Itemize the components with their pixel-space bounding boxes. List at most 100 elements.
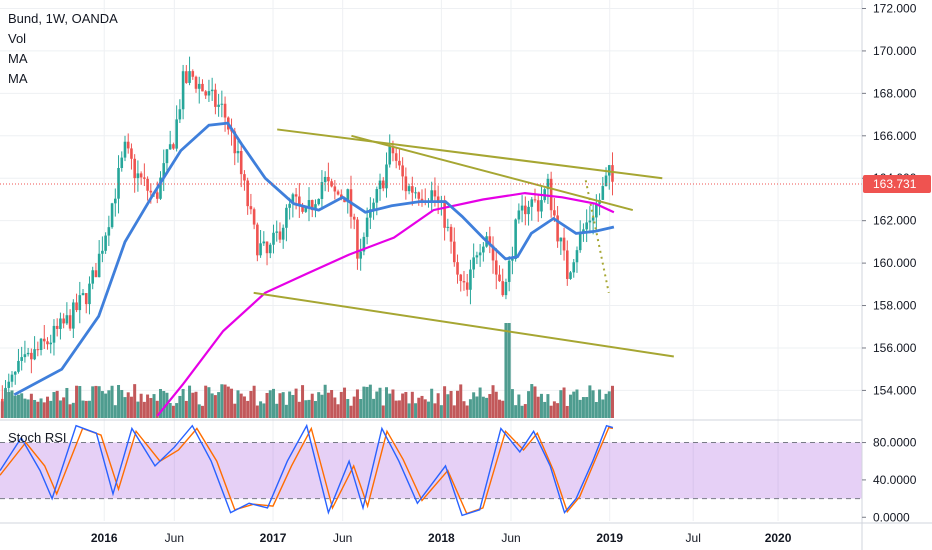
candle-body	[155, 192, 159, 199]
last-price-label: 163.731	[873, 177, 917, 191]
candle-body	[288, 203, 291, 208]
volume-bar	[291, 394, 295, 418]
candle-body	[507, 260, 511, 282]
volume-bar	[213, 395, 217, 418]
trendline	[584, 180, 610, 294]
candle-body	[123, 141, 127, 158]
volume-bar	[13, 395, 17, 418]
time-tick-label: Jun	[501, 531, 520, 545]
volume-bar	[236, 390, 240, 418]
stoch-rsi-label[interactable]: Stoch RSI	[8, 430, 67, 445]
candle-body	[433, 190, 437, 197]
volume-bar	[188, 385, 192, 418]
time-tick-label: Jul	[686, 531, 701, 545]
volume-bar	[569, 394, 573, 418]
candle-body	[36, 349, 40, 351]
volume-bar	[249, 390, 253, 418]
volume-bar	[372, 398, 376, 418]
volume-bar	[252, 385, 256, 418]
volume-bar	[494, 391, 498, 418]
candle-body	[310, 200, 314, 211]
volume-bar	[281, 392, 285, 418]
volume-bar	[317, 392, 321, 418]
volume-bar	[394, 400, 398, 418]
volume-bar	[443, 386, 447, 418]
volume-bar	[426, 401, 430, 418]
volume-bar	[191, 392, 195, 418]
candle-body	[452, 241, 456, 263]
volume-bar	[546, 394, 550, 418]
volume-bar	[313, 401, 317, 418]
ma-short-line	[13, 121, 615, 396]
volume-bar	[559, 390, 563, 418]
volume-bar	[598, 389, 602, 418]
volume-bar	[100, 391, 104, 418]
volume-bar	[155, 400, 159, 418]
volume-bar	[4, 389, 8, 418]
volume-bar	[452, 405, 456, 418]
volume-bar	[336, 404, 340, 418]
volume-bar	[233, 403, 237, 418]
candle-body	[401, 165, 404, 177]
volume-bar	[87, 400, 91, 418]
candle-body	[46, 341, 49, 345]
candle-body	[588, 220, 592, 223]
legend-symbol[interactable]: Bund, 1W, OANDA	[8, 11, 118, 26]
candle-body	[97, 253, 101, 278]
candle-body	[520, 205, 524, 211]
time-tick-label: Jun	[165, 531, 184, 545]
trendline	[253, 291, 674, 358]
volume-bar	[478, 387, 482, 418]
candle-body	[84, 293, 88, 305]
candle-body	[256, 224, 259, 256]
candle-body	[611, 165, 614, 182]
candle-body	[294, 194, 298, 197]
volume-bar	[210, 393, 214, 418]
volume-bar	[520, 405, 524, 418]
volume-bar	[184, 400, 188, 418]
volume-bar	[120, 389, 124, 418]
candle-body	[285, 207, 288, 228]
volume-bar	[320, 394, 324, 418]
candle-body	[107, 227, 111, 236]
candle-body	[278, 231, 282, 240]
candle-body	[604, 175, 608, 187]
candle-body	[52, 325, 56, 343]
volume-bar	[29, 393, 33, 418]
candle-body	[194, 76, 198, 89]
candle-body	[259, 243, 262, 256]
candle-body	[162, 163, 166, 178]
candle-body	[204, 91, 207, 96]
legend-vol[interactable]: Vol	[8, 31, 27, 46]
candle-body	[104, 235, 107, 251]
candle-body	[175, 119, 178, 149]
volume-bar	[152, 394, 156, 418]
price-axis-bg	[862, 0, 932, 550]
volume-bar	[75, 385, 79, 418]
time-tick-label: 2017	[260, 531, 287, 545]
volume-bar	[271, 388, 275, 418]
volume-bar	[446, 394, 450, 418]
volume-bar	[488, 394, 492, 418]
candle-body	[398, 160, 401, 166]
candle-body	[478, 252, 482, 256]
volume-bar	[175, 403, 179, 418]
volume-bar	[552, 401, 556, 418]
volume-bar	[171, 405, 175, 418]
legend-ma-2[interactable]: MA	[8, 71, 28, 86]
volume-bar	[514, 405, 518, 418]
volume-bar	[381, 405, 385, 418]
candle-body	[565, 250, 569, 279]
candle-body	[572, 262, 576, 273]
price-tick-label: 160.000	[873, 256, 917, 270]
candle-body	[78, 295, 82, 311]
legend-ma-1[interactable]: MA	[8, 51, 28, 66]
volume-bar	[81, 400, 85, 418]
volume-bar	[562, 387, 566, 418]
candle-body	[323, 176, 327, 183]
candle-body	[394, 153, 398, 161]
volume-bar	[491, 385, 495, 418]
volume-bar	[36, 401, 40, 418]
